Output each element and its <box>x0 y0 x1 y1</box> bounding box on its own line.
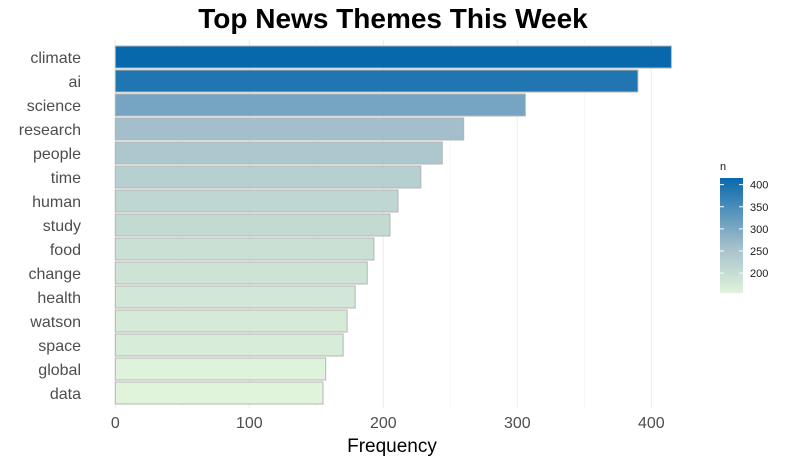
category-label: study <box>43 218 81 235</box>
bar-climate <box>114 45 672 69</box>
bar-time <box>114 165 422 189</box>
category-label: change <box>29 266 82 283</box>
bar-data <box>114 381 324 405</box>
x-tick-label: 300 <box>504 415 531 432</box>
bar-food <box>114 237 375 261</box>
bar-global <box>114 357 327 381</box>
bar-study <box>114 213 391 237</box>
bar-health <box>114 285 356 309</box>
bar-people <box>114 141 443 165</box>
category-label: climate <box>30 50 81 67</box>
legend-title: n <box>720 161 726 173</box>
bar-ai <box>114 69 639 93</box>
legend-tick-label: 350 <box>750 202 768 214</box>
category-label: health <box>37 290 81 307</box>
color-legend: n 200 250 300 350 400 <box>720 161 768 293</box>
legend-tick-label: 250 <box>750 246 768 258</box>
category-label: science <box>27 98 81 115</box>
category-label: watson <box>29 314 81 331</box>
legend-tick-label: 200 <box>750 268 768 280</box>
category-label: space <box>38 338 81 355</box>
bar-change <box>114 261 368 285</box>
category-label: people <box>33 146 81 163</box>
chart-title: Top News Themes This Week <box>198 3 588 34</box>
bar-space <box>114 333 344 357</box>
category-label: ai <box>69 74 81 91</box>
bar-human <box>114 189 399 213</box>
category-label: time <box>51 170 81 187</box>
category-label: global <box>38 362 81 379</box>
legend-tick-label: 400 <box>750 180 768 192</box>
category-label: human <box>32 194 81 211</box>
bar-watson <box>114 309 348 333</box>
category-label: food <box>50 242 81 259</box>
x-axis-label: Frequency <box>347 436 437 457</box>
x-tick-label: 100 <box>236 415 263 432</box>
x-tick-label: 400 <box>638 415 665 432</box>
legend-colorbar <box>720 178 743 293</box>
legend-tick-label: 300 <box>750 224 768 236</box>
category-label: data <box>50 386 81 403</box>
bar-research <box>114 117 465 141</box>
bar-science <box>114 93 526 117</box>
category-label: research <box>19 122 81 139</box>
x-tick-label: 200 <box>370 415 397 432</box>
x-tick-label: 0 <box>111 415 120 432</box>
